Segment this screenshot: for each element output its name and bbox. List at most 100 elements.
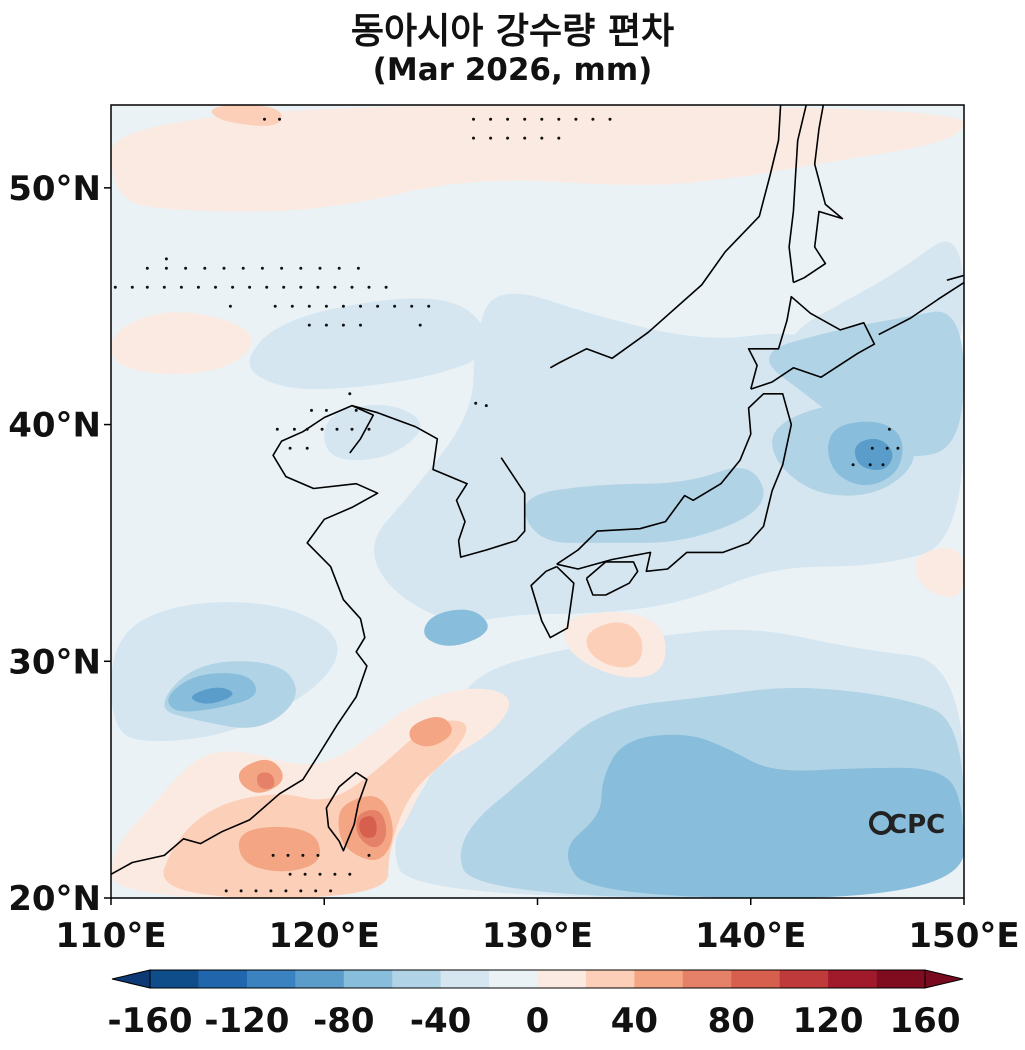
coastline-russia-coast	[558, 105, 782, 364]
colorbar-swatch	[343, 970, 393, 988]
stipple-dot	[228, 304, 232, 308]
stipple-dot	[231, 285, 235, 289]
stipple-dot	[591, 117, 595, 121]
stipple-dot	[318, 872, 322, 876]
stipple-dot	[881, 463, 885, 467]
colorbar-tick-label: -40	[410, 1001, 471, 1041]
lat-tick-label: 20°N	[8, 879, 101, 919]
significance-stipples	[113, 117, 900, 893]
stipple-dot	[307, 304, 311, 308]
stipple-dot	[523, 136, 527, 140]
stipple-dot	[384, 285, 388, 289]
stipple-dot	[113, 285, 117, 289]
colorbar-swatch	[295, 970, 345, 988]
stipple-dot	[145, 285, 149, 289]
stipple-dot	[282, 285, 286, 289]
stipple-dot	[354, 408, 358, 412]
anomaly-region-6	[769, 311, 964, 457]
stipple-dot	[145, 266, 149, 270]
stipple-dot	[263, 117, 266, 121]
cpc-logo: CPC	[869, 810, 945, 840]
colorbar-swatch	[150, 970, 199, 988]
coastline-hokkaido	[747, 295, 876, 390]
colorbar-swatch	[634, 970, 684, 988]
stipple-dot	[887, 427, 891, 431]
anomaly-region-22	[163, 720, 467, 898]
stipple-dot	[316, 285, 320, 289]
stipple-dot	[314, 889, 318, 893]
stipple-dot	[356, 266, 360, 270]
stipple-dot	[164, 266, 168, 270]
coastline-kurils	[878, 281, 964, 336]
stipple-dot	[284, 889, 288, 893]
anomaly-region-17	[111, 105, 964, 212]
colorbar-swatch	[198, 970, 248, 988]
coastline-kyushu	[530, 565, 575, 639]
stipple-dot	[574, 117, 578, 121]
colorbar-tick-label: -120	[204, 1001, 289, 1041]
stipple-dot	[280, 266, 284, 270]
stipple-dot	[305, 446, 309, 450]
colorbar-swatch	[731, 970, 781, 988]
stipple-dot	[196, 285, 200, 289]
stipple-dot	[224, 889, 228, 893]
stipple-dot	[489, 136, 493, 140]
anomaly-region-13	[424, 609, 488, 646]
stipple-dot	[292, 427, 296, 431]
stipple-dot	[275, 427, 279, 431]
stipple-dot	[335, 427, 339, 431]
colorbar-swatch	[392, 970, 441, 988]
stipple-dot	[301, 853, 305, 857]
stipple-dot	[286, 853, 290, 857]
stipple-dot	[557, 136, 561, 140]
anomaly-region-3	[324, 404, 421, 461]
stipple-dot	[885, 446, 889, 450]
stipple-dot	[870, 446, 874, 450]
stipple-dot	[489, 117, 493, 121]
stipple-dot	[305, 427, 309, 431]
stipple-dot	[557, 117, 561, 121]
stipple-dot	[410, 304, 414, 308]
stipple-dot	[288, 872, 292, 876]
stipple-dot	[248, 285, 252, 289]
stipple-dot	[269, 889, 273, 893]
colorbar-tick-label: -160	[107, 1001, 192, 1041]
lat-tick-label: 40°N	[8, 406, 101, 446]
colorbar-tick-label: 160	[890, 1001, 961, 1041]
stipple-dot	[472, 117, 475, 121]
stipple-dot	[896, 446, 900, 450]
anomaly-region-23	[586, 622, 643, 668]
stipple-dot	[333, 285, 337, 289]
stipple-dot	[179, 285, 183, 289]
stipple-dot	[348, 392, 352, 396]
stipple-dot	[367, 853, 371, 857]
stipple-dot	[348, 872, 352, 876]
coastline-china-coast	[111, 404, 417, 875]
stipple-dot	[162, 285, 166, 289]
stipple-dot	[506, 136, 510, 140]
colorbar-swatch	[537, 970, 587, 988]
stipple-dot	[418, 323, 422, 327]
stipple-dot	[299, 266, 303, 270]
lon-tick-label: 150°E	[908, 916, 1019, 956]
stipple-dot	[851, 463, 855, 467]
stipple-dot	[299, 889, 303, 893]
anomaly-region-18	[111, 312, 252, 375]
latitude-ticks: 20°N 30°N 40°N 50°N	[8, 169, 111, 919]
coastline-kamchatka-tip	[946, 274, 964, 281]
stipple-dot	[523, 117, 527, 121]
coastline-liaodong	[349, 404, 375, 454]
colorbar-swatch	[489, 970, 538, 988]
coastline-tumen-inner	[549, 362, 560, 369]
stipple-dot	[540, 136, 544, 140]
map-subtitle: (Mar 2026, mm)	[372, 52, 653, 88]
coastline-sakhalin	[788, 105, 807, 283]
stipple-dot	[288, 446, 292, 450]
lon-tick-label: 140°E	[695, 916, 806, 956]
lon-tick-label: 110°E	[55, 916, 166, 956]
stipple-dot	[608, 117, 612, 121]
coastline-korea	[415, 426, 526, 558]
stipple-dot	[271, 853, 275, 857]
stipple-dot	[318, 266, 322, 270]
colorbar-tick-label: 120	[793, 1001, 864, 1041]
